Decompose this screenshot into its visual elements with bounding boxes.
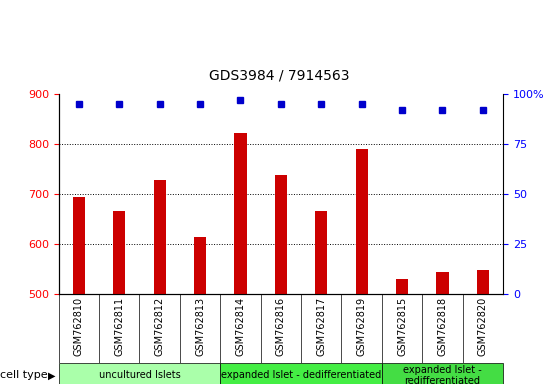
Bar (154, 180, 166, 384)
Bar (73, 197, 85, 384)
Text: ▶: ▶ (49, 370, 56, 381)
Text: uncultured Islets: uncultured Islets (98, 370, 181, 381)
Bar (396, 279, 408, 384)
Bar (356, 149, 368, 384)
Bar (315, 211, 328, 384)
Text: GDS3984 / 7914563: GDS3984 / 7914563 (209, 69, 350, 83)
Bar (194, 237, 206, 384)
Bar (275, 175, 287, 384)
Text: expanded Islet -
redifferentiated: expanded Islet - redifferentiated (403, 364, 482, 384)
Text: expanded Islet - dedifferentiated: expanded Islet - dedifferentiated (221, 370, 381, 381)
Bar (477, 270, 489, 384)
Text: cell type: cell type (0, 370, 48, 381)
Bar (234, 133, 247, 384)
Bar (113, 211, 125, 384)
Bar (437, 272, 448, 384)
